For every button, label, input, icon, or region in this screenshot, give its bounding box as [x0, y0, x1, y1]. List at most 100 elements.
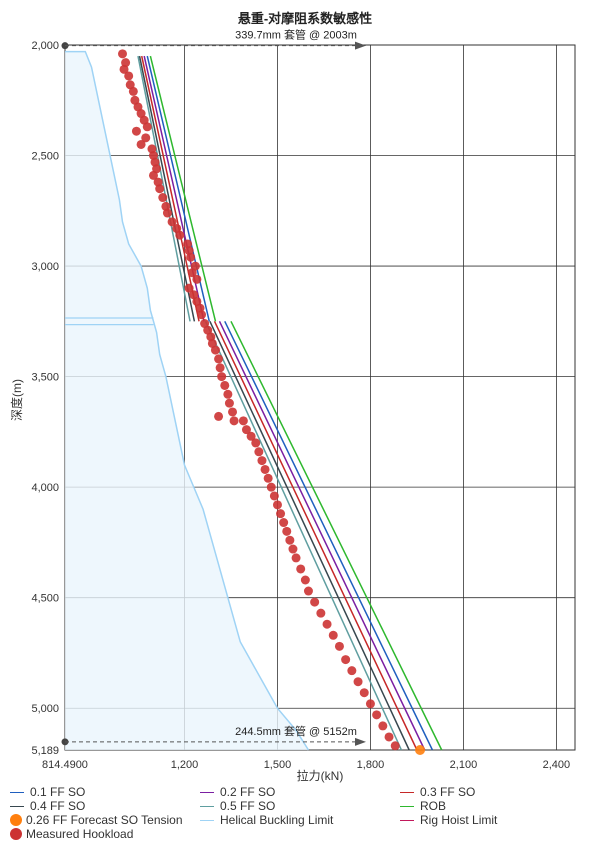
legend-line-icon	[200, 819, 214, 821]
series-9-point	[288, 544, 298, 554]
series-9-point	[187, 268, 197, 278]
series-9-point	[300, 575, 310, 585]
series-1-segment	[218, 321, 426, 751]
helical-buckling-fill	[65, 51, 309, 750]
series-9-point	[272, 500, 282, 510]
series-9-point	[214, 411, 224, 421]
series-9-point	[214, 354, 224, 364]
legend-item: Rig Hoist Limit	[400, 813, 497, 827]
series-5-segment	[149, 55, 217, 322]
series-9-point	[353, 677, 363, 687]
legend-label: 0.26 FF Forecast SO Tension	[26, 813, 183, 827]
series-9-point	[303, 586, 313, 596]
legend-line-icon	[10, 805, 24, 807]
series-9-point	[246, 431, 256, 441]
casing-label: 339.7mm 套管 @ 2003m	[235, 28, 357, 42]
x-axis-label: 拉力(kN)	[297, 768, 344, 783]
series-9-point	[229, 416, 239, 426]
series-9-point	[279, 518, 289, 528]
series-9-point	[158, 193, 168, 203]
axes: 814.4900 1,200 1,500 1,800 2,100 2,400 2,000 2,…	[31, 40, 570, 771]
series-9-point	[217, 372, 227, 382]
series-9-point	[215, 363, 225, 373]
series-9-point	[372, 710, 382, 720]
series-lines	[137, 55, 443, 751]
series-9-point	[155, 184, 165, 194]
x-tick-label: 1,500	[264, 759, 292, 771]
series-9-point	[192, 274, 202, 284]
series-9-point	[241, 425, 251, 435]
series-2-segment	[213, 321, 418, 751]
series-9-point	[347, 666, 357, 676]
series-2-segment	[140, 55, 200, 322]
legend-label: Helical Buckling Limit	[220, 813, 334, 827]
series-9-point	[136, 139, 146, 149]
series-9-point	[310, 597, 320, 607]
series-9-point	[184, 283, 194, 293]
legend-dot-icon	[10, 828, 22, 840]
y-tick-label: 4,000	[31, 482, 59, 494]
series-9-point	[296, 564, 306, 574]
legend-item: 0.3 FF SO	[400, 785, 475, 799]
legend-label: 0.3 FF SO	[420, 785, 476, 799]
series-9-point	[266, 482, 276, 492]
series-9-point	[322, 619, 332, 629]
series-9-point	[378, 721, 388, 731]
series-9-point	[117, 49, 127, 59]
x-tick-label: 814.4900	[42, 759, 88, 771]
series-9-point	[148, 170, 158, 180]
series-9-point	[334, 641, 344, 651]
annotations: 339.7mm 套管 @ 2003m 244.5mm 套管 @ 5152m	[61, 28, 366, 746]
y-tick-label: 3,500	[31, 372, 59, 384]
series-3-segment	[209, 321, 410, 751]
series-9-point	[197, 310, 207, 320]
series-9-point	[251, 438, 261, 448]
series-9-point	[128, 86, 138, 96]
series-9-point	[384, 732, 394, 742]
series-9-point	[175, 230, 185, 240]
legend-label: 0.2 FF SO	[220, 785, 276, 799]
legend-label: 0.4 FF SO	[30, 799, 86, 813]
legend-line-icon	[10, 791, 24, 793]
series-markers	[117, 49, 426, 755]
y-tick-label: 2,000	[31, 40, 59, 52]
series-9-point	[359, 688, 369, 698]
x-tick-label: 2,100	[450, 759, 478, 771]
series-9-point	[263, 473, 273, 483]
x-tick-label: 2,400	[543, 759, 571, 771]
x-tick-label: 1,200	[171, 759, 199, 771]
series-9-point	[119, 64, 129, 74]
legend-label: Rig Hoist Limit	[420, 813, 498, 827]
series-9-point	[210, 345, 220, 355]
legend-label: ROB	[420, 799, 447, 813]
legend-line-icon	[400, 819, 414, 821]
legend-line-icon	[400, 791, 414, 793]
y-tick-label: 2,500	[31, 151, 59, 163]
helical-buckling-line	[65, 50, 310, 751]
legend-item: 0.4 FF SO	[10, 799, 85, 813]
legend-line-icon	[400, 805, 414, 807]
series-9-point	[228, 407, 238, 417]
casing-arrow-head	[355, 737, 366, 746]
series-9-point	[257, 456, 267, 466]
series-9-point	[341, 655, 351, 665]
chart-title: 悬重-对摩阻系数敏感性	[238, 11, 372, 26]
series-9-point	[260, 464, 270, 474]
helical-buckling-area	[65, 50, 310, 751]
y-tick-label: 3,000	[31, 261, 59, 273]
legend-label: Measured Hookload	[26, 827, 134, 841]
series-9-point	[328, 630, 338, 640]
legend-item: 0.1 FF SO	[10, 785, 85, 799]
series-9-point	[316, 608, 326, 618]
legend-item: Measured Hookload	[10, 827, 133, 841]
legend-label: 0.1 FF SO	[30, 785, 86, 799]
y-tick-label: 5,000	[31, 703, 59, 715]
x-tick-label: 1,800	[357, 759, 385, 771]
series-9-point	[365, 699, 375, 709]
legend-item: 0.2 FF SO	[200, 785, 275, 799]
series-9-point	[124, 71, 134, 81]
legend-item: ROB	[400, 799, 446, 813]
series-9-point	[142, 122, 152, 132]
series-9-point	[254, 447, 264, 457]
